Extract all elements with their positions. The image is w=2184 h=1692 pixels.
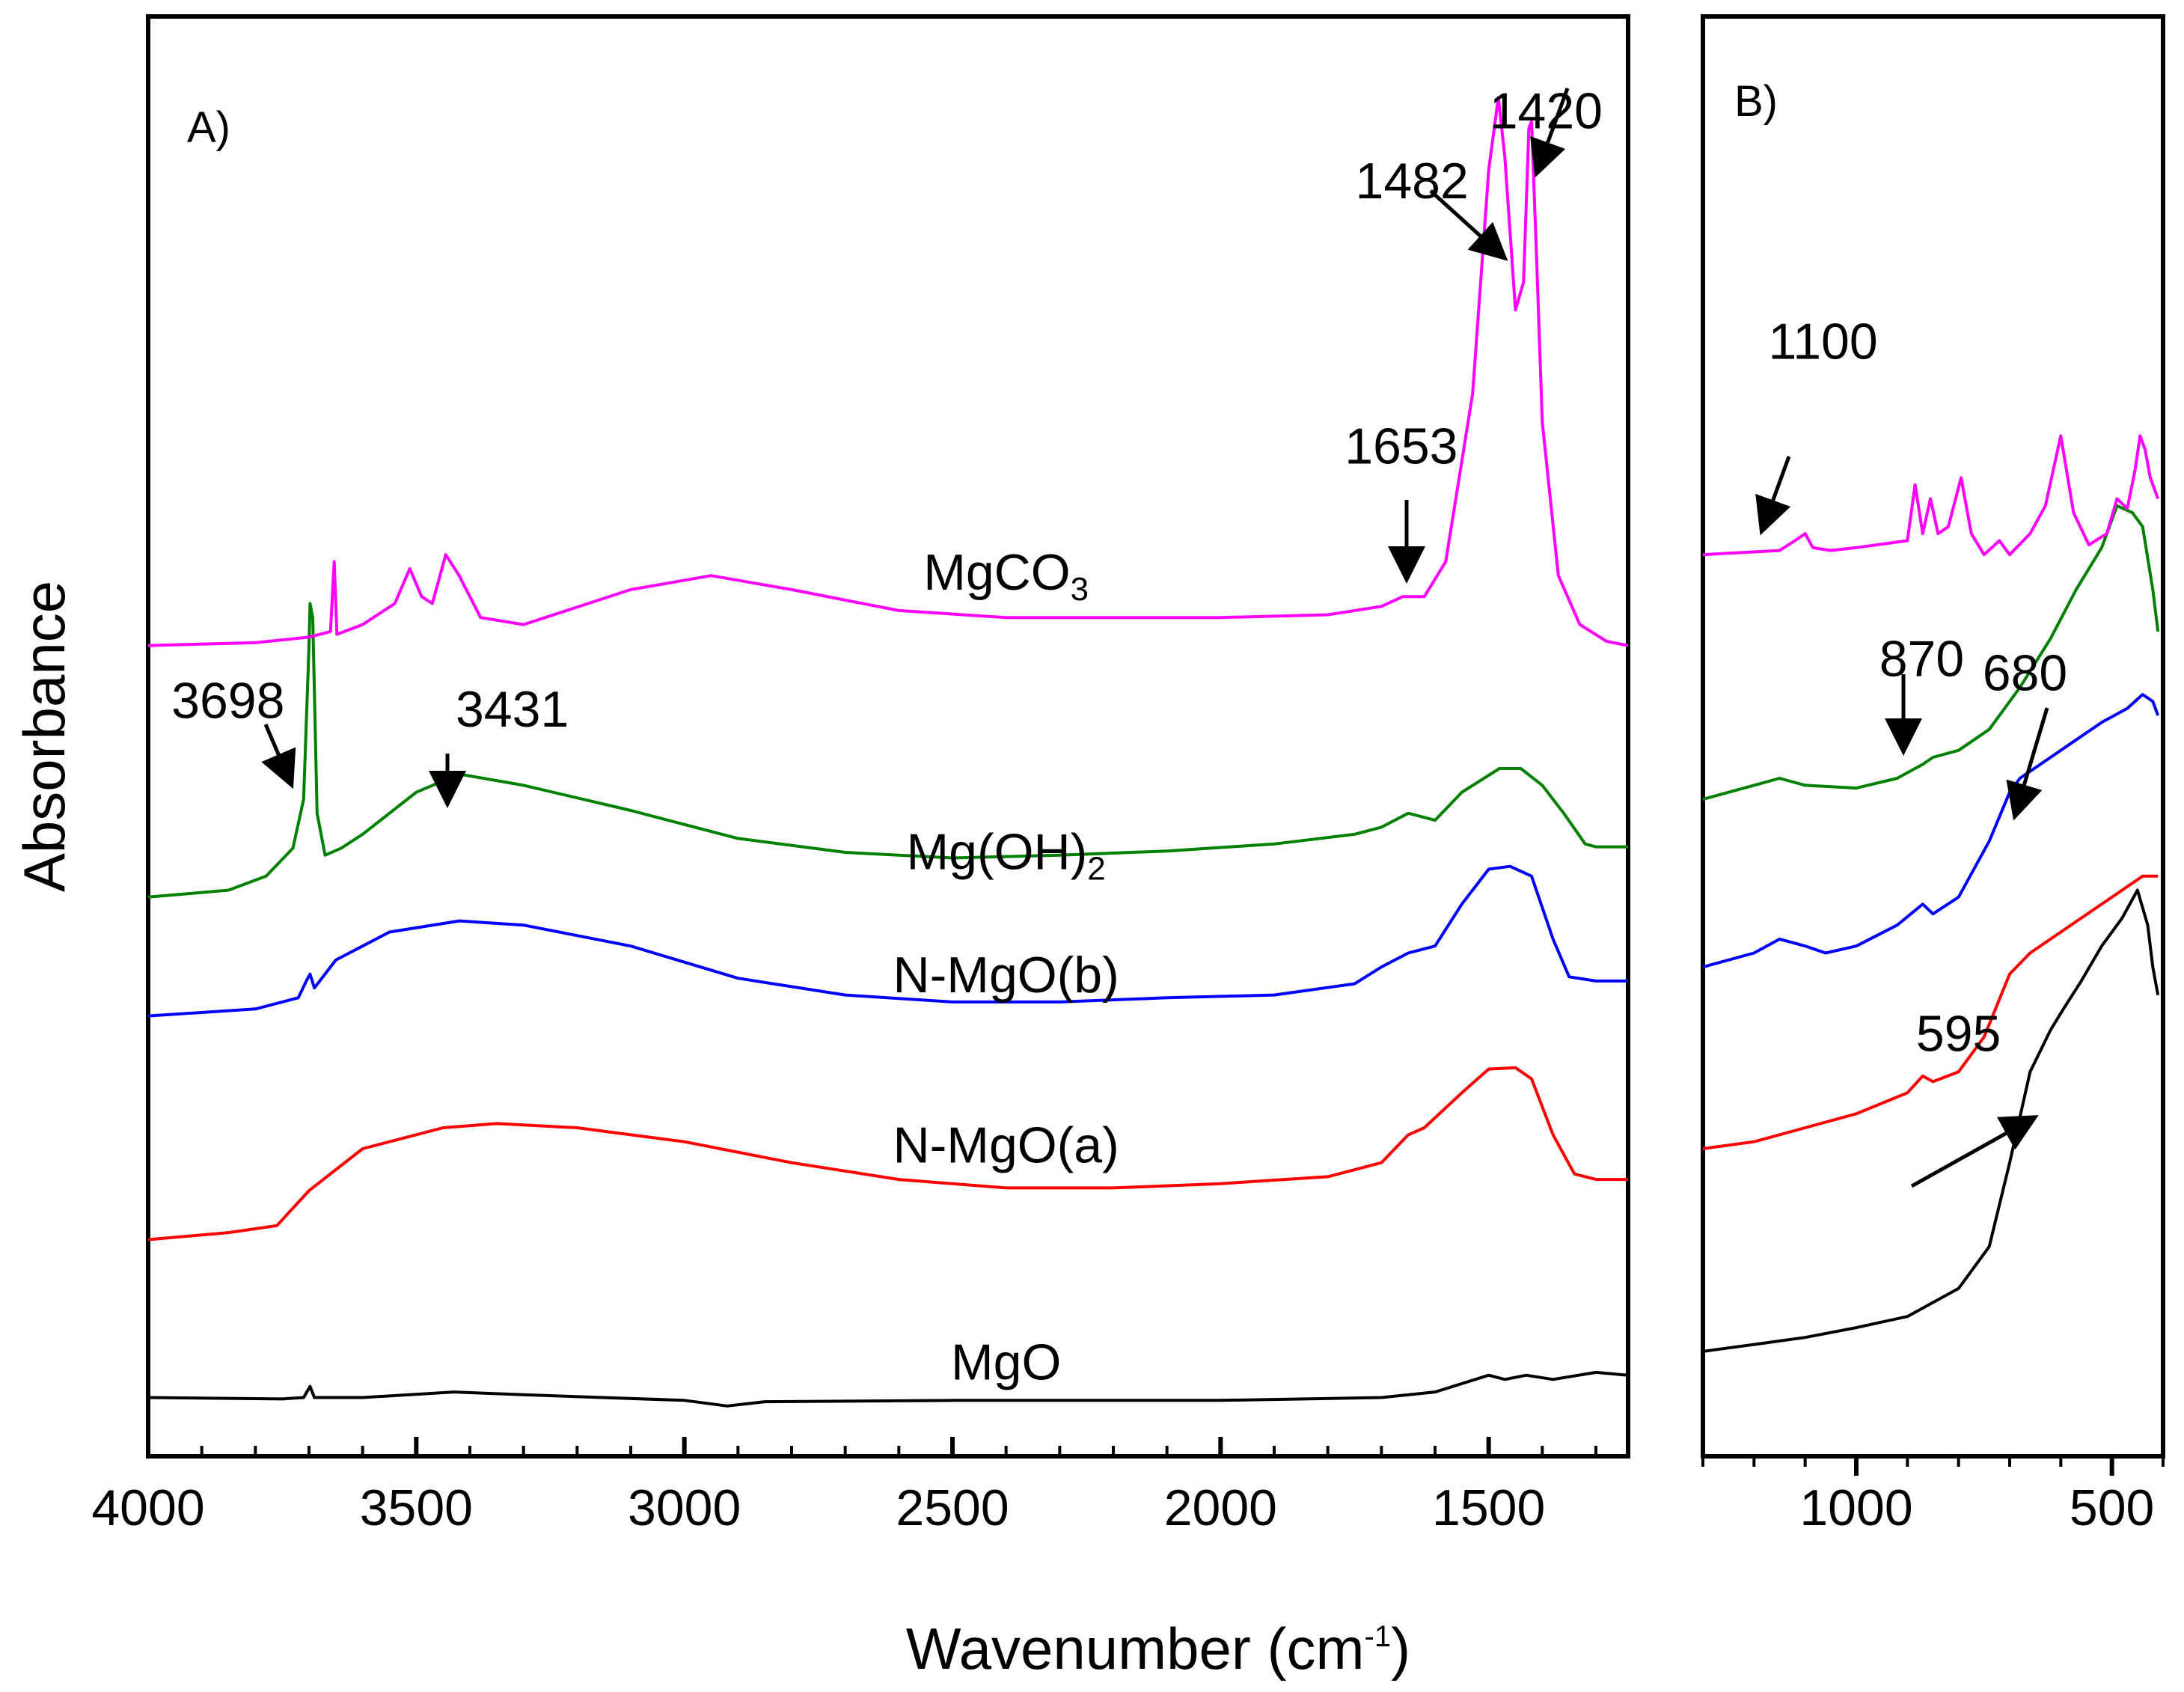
peak-annotation-680: 680 xyxy=(1983,644,2067,701)
peak-annotation-3698: 3698 xyxy=(171,673,284,730)
series-label-text: N-MgO(b) xyxy=(893,947,1119,1004)
series-label: Mg(OH)2 xyxy=(907,823,1106,887)
panel-a: A) 4000 3500 3000 2500 2000 1500 1420 1482 1653… xyxy=(91,14,1630,1536)
x-tick-label: 3000 xyxy=(628,1479,741,1536)
series-label-subscript: 2 xyxy=(1087,850,1105,887)
series-label: MgO xyxy=(951,1334,1061,1390)
series-label-text: MgCO xyxy=(923,544,1070,601)
series-line-n-mgo-b- xyxy=(1702,693,2160,969)
y-axis-title: Absorbance xyxy=(11,581,77,892)
x-axis-title-close: ) xyxy=(1391,1616,1410,1682)
annotation-arrow xyxy=(1755,456,1791,536)
peak-annotation-870: 870 xyxy=(1879,631,1964,688)
series-line-mgco3 xyxy=(1702,434,2160,557)
annotation-arrow xyxy=(261,724,296,790)
series-line-n-mgo-b- xyxy=(147,864,1628,1018)
peak-annotation-595: 595 xyxy=(1916,1005,2001,1062)
x-tick-label: 1500 xyxy=(1432,1479,1545,1536)
x-tick-label: 500 xyxy=(2070,1479,2154,1536)
series-label-text: N-MgO(a) xyxy=(893,1117,1119,1174)
panel-b-ticks: 1000 500 xyxy=(1701,1456,2165,1536)
peak-annotation-1653: 1653 xyxy=(1345,418,1457,475)
series-label-subscript: 3 xyxy=(1071,571,1089,608)
panel-a-label: A) xyxy=(187,103,230,152)
series-line-mg-oh-2 xyxy=(1702,504,2160,801)
x-tick-label: 2500 xyxy=(896,1479,1009,1536)
peak-annotation-1100: 1100 xyxy=(1768,314,1877,370)
panel-a-annotations: 1420 1482 1653 3698 3431 xyxy=(171,82,1603,737)
annotation-arrow xyxy=(1910,1115,2039,1188)
panel-a-ticks: 4000 3500 3000 2500 2000 1500 xyxy=(91,1437,1597,1536)
series-line-n-mgo-a- xyxy=(147,1066,1628,1241)
series-line-n-mgo-a- xyxy=(1702,874,2159,1150)
panel-b-annotations: 1100 870 680 595 xyxy=(1768,314,2067,1063)
annotation-arrow xyxy=(1429,189,1508,261)
peak-annotation-1482: 1482 xyxy=(1356,153,1469,210)
series-line-mg-oh-2 xyxy=(147,602,1628,899)
x-tick-label: 2000 xyxy=(1164,1479,1277,1536)
series-label-text: MgO xyxy=(951,1334,1061,1390)
annotation-arrow xyxy=(1530,88,1570,178)
peak-annotation-3431: 3431 xyxy=(456,681,569,738)
annotation-arrows xyxy=(261,88,2049,1188)
peak-annotation-1420: 1420 xyxy=(1490,82,1603,139)
panel-b-frame xyxy=(1701,14,2165,1459)
panel-b-label: B) xyxy=(1734,77,1778,126)
series-line-mgo xyxy=(1702,888,2160,1353)
x-axis-title: Wavenumber (cm-1) xyxy=(906,1616,1410,1682)
x-tick-label: 1000 xyxy=(1799,1479,1912,1536)
panel-a-series-labels: MgO N-MgO(a) N-MgO(b) Mg(OH)2 MgCO3 xyxy=(893,544,1119,1390)
x-axis-title-main: Wavenumber (cm xyxy=(906,1616,1365,1682)
x-tick-label: 3500 xyxy=(360,1479,473,1536)
series-label-text: Mg(OH) xyxy=(907,823,1088,880)
series-label: MgCO3 xyxy=(923,544,1089,608)
series-label: N-MgO(a) xyxy=(893,1117,1119,1174)
panel-b-series xyxy=(1702,434,2160,1353)
x-tick-label: 4000 xyxy=(91,1479,204,1536)
panel-a-series xyxy=(147,96,1629,1408)
series-line-mgco3 xyxy=(147,96,1629,647)
panel-a-frame xyxy=(146,14,1630,1459)
panel-b: B) 1000 500 1100 870 680 595 xyxy=(1701,14,2165,1536)
annotation-arrow xyxy=(2006,707,2049,821)
series-line-mgo xyxy=(147,1370,1629,1408)
series-label: N-MgO(b) xyxy=(893,947,1119,1004)
x-axis-title-sup: -1 xyxy=(1365,1620,1392,1653)
